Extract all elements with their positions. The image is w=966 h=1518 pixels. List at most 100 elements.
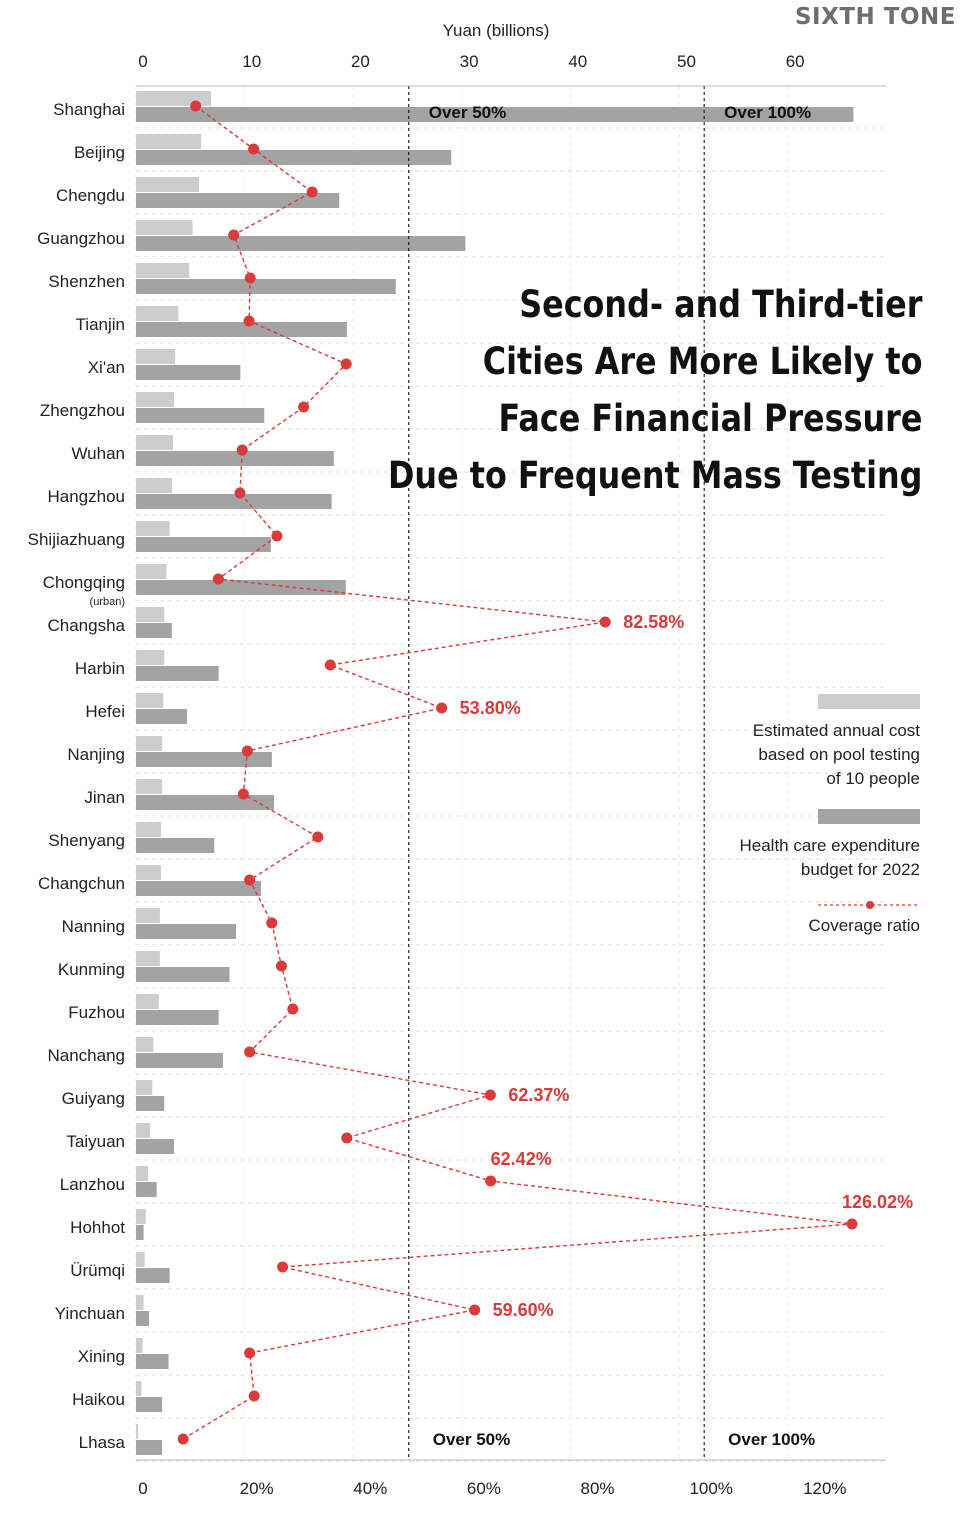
ratio-point [287, 1003, 299, 1015]
category-label: Harbin [75, 659, 125, 678]
budget-bar [136, 1139, 175, 1154]
ratio-data-label: 82.58% [623, 612, 684, 632]
headline: Second- and Third-tier Cities Are More L… [388, 276, 922, 504]
budget-bar [136, 408, 265, 423]
top-axis-tick-label: 50 [677, 52, 696, 71]
category-label: Zhengzhou [40, 401, 125, 420]
ratio-data-label: 53.80% [460, 698, 521, 718]
legend-budget-swatch [818, 809, 920, 824]
ratio-point [190, 100, 202, 112]
ratio-point [485, 1175, 497, 1187]
category-label: Taiyuan [66, 1132, 125, 1151]
budget-bar [136, 795, 275, 810]
reference-line-label-bottom: Over 100% [728, 1430, 815, 1449]
budget-bar [136, 279, 396, 294]
legend-budget-label-line: budget for 2022 [800, 860, 920, 879]
budget-bar [136, 1053, 223, 1068]
ratio-line [182, 105, 853, 1440]
ratio-point [236, 444, 248, 456]
cost-bar [136, 607, 165, 622]
budget-bar [136, 494, 332, 509]
cost-bar [136, 736, 163, 751]
ratio-point [275, 960, 287, 972]
cost-bar [136, 521, 170, 536]
category-label: Guiyang [62, 1089, 125, 1108]
category-label: Guangzhou [37, 229, 125, 248]
ratio-point [599, 616, 611, 628]
budget-bar [136, 1225, 144, 1240]
category-label: Fuzhou [68, 1003, 125, 1022]
budget-bar [136, 623, 172, 638]
category-note: (urban) [90, 596, 125, 608]
ratio-point [244, 272, 256, 284]
cost-bar [136, 951, 160, 966]
cost-bar [136, 478, 172, 493]
cost-bar [136, 263, 190, 278]
category-label: Nanchang [47, 1046, 125, 1065]
budget-bar [136, 967, 230, 982]
top-axis-tick-label: 0 [138, 52, 147, 71]
category-label: Hohhot [70, 1218, 125, 1237]
ratio-point [277, 1261, 289, 1273]
headline-line: Second- and Third-tier [518, 283, 922, 326]
category-label: Wuhan [71, 444, 125, 463]
bottom-axis-tick-label: 80% [581, 1479, 615, 1498]
budget-bar [136, 537, 271, 552]
category-label: Hefei [85, 702, 125, 721]
category-label: Shanghai [53, 100, 125, 119]
ratio-point [234, 487, 246, 499]
budget-bar [136, 1010, 219, 1025]
budget-bar [136, 236, 466, 251]
budget-bar [136, 752, 272, 767]
ratio-point [248, 1390, 260, 1402]
category-label: Shenzhen [48, 272, 125, 291]
budget-bar [136, 1311, 150, 1326]
cost-bar [136, 349, 176, 364]
category-label: Chongqing [43, 573, 125, 592]
budget-bar [136, 580, 346, 595]
ratio-data-label: 59.60% [493, 1300, 554, 1320]
top-axis-tick-label: 30 [460, 52, 479, 71]
ratio-data-label: 62.42% [491, 1149, 552, 1169]
category-label: Shijiazhuang [28, 530, 125, 549]
ratio-point [237, 788, 249, 800]
ratio-point [846, 1218, 858, 1230]
cost-bar [136, 1338, 143, 1353]
cost-bar [136, 435, 173, 450]
category-label: Chengdu [56, 186, 125, 205]
budget-bar [136, 666, 219, 681]
headline-line: Face Financial Pressure [498, 397, 922, 440]
legend-cost-label-line: Estimated annual cost [752, 721, 920, 740]
ratio-point [436, 702, 448, 714]
cost-bar [136, 693, 164, 708]
top-axis-tick-label: 10 [242, 52, 261, 71]
budget-bar [136, 150, 452, 165]
cost-bar [136, 822, 161, 837]
legend-cost-label-line: of 10 people [826, 769, 920, 788]
cost-bar [136, 392, 175, 407]
cost-bar [136, 1252, 145, 1267]
category-label: Changchun [38, 874, 125, 893]
budget-bar [136, 107, 854, 122]
category-label: Nanjing [67, 745, 125, 764]
cost-bar [136, 1424, 139, 1439]
cost-bar [136, 1295, 144, 1310]
bottom-axis-tick-label: 60% [467, 1479, 501, 1498]
cost-bar [136, 1123, 151, 1138]
ratio-point [271, 530, 283, 542]
cost-bar [136, 908, 160, 923]
reference-line-label-top: Over 50% [429, 103, 507, 122]
top-axis-tick-label: 60 [786, 52, 805, 71]
headline-line: Due to Frequent Mass Testing [387, 454, 922, 497]
ratio-point [341, 1132, 353, 1144]
budget-bar [136, 1096, 165, 1111]
cost-bar [136, 220, 193, 235]
cost-bar [136, 779, 163, 794]
cost-bar [136, 1037, 154, 1052]
ratio-point [306, 186, 318, 198]
category-label: Haikou [72, 1390, 125, 1409]
ratio-data-label: 62.37% [508, 1085, 569, 1105]
cost-bar [136, 306, 179, 321]
legend: Estimated annual cost based on pool test… [660, 694, 920, 938]
cost-bar [136, 134, 202, 149]
